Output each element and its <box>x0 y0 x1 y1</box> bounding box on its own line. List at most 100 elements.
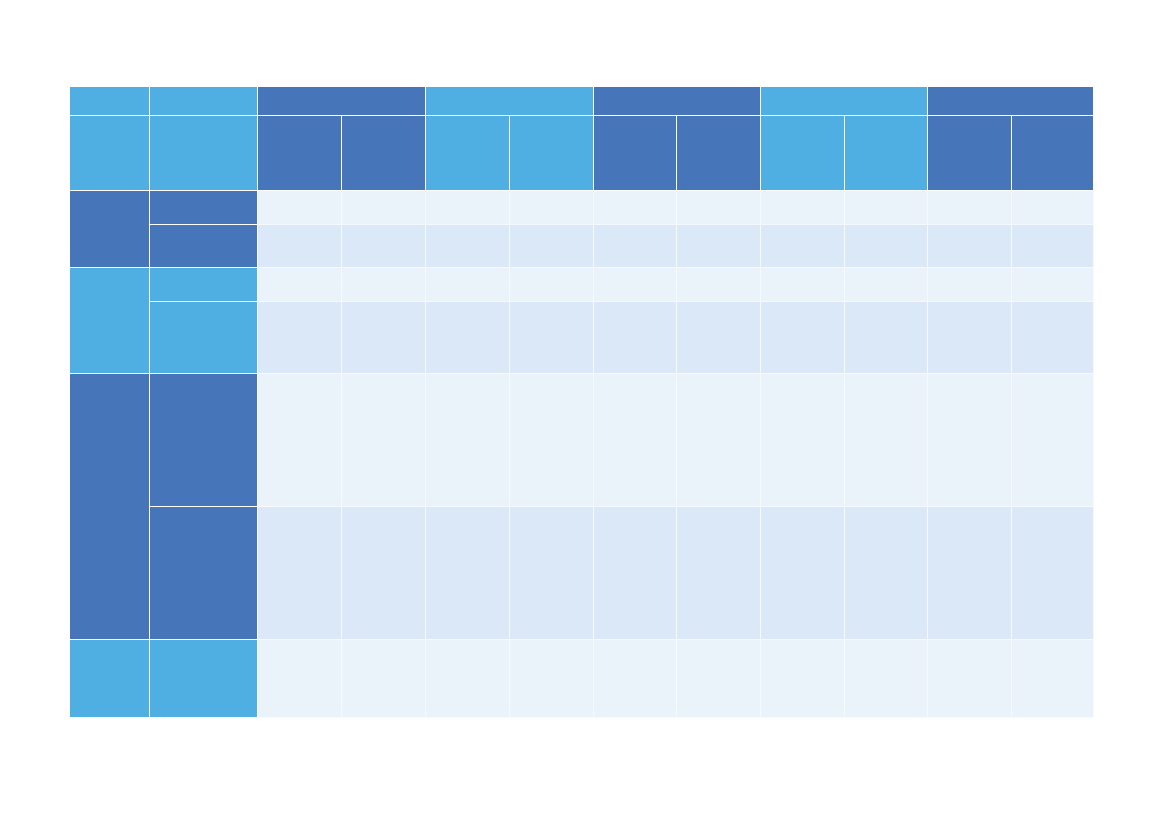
header-cell <box>341 115 426 191</box>
cell <box>509 190 594 225</box>
cell <box>927 224 1012 268</box>
cell <box>593 224 677 268</box>
row-header <box>149 301 258 374</box>
cell <box>676 639 761 718</box>
row <box>70 506 1094 640</box>
cell <box>257 301 342 374</box>
header-cell <box>1011 115 1094 191</box>
header-cell <box>425 115 510 191</box>
cell <box>593 190 677 225</box>
table <box>69 86 1094 718</box>
cell <box>509 373 594 507</box>
cell <box>341 639 426 718</box>
header-cell <box>69 115 150 191</box>
cell <box>1011 373 1094 507</box>
cell <box>927 639 1012 718</box>
cell <box>760 373 845 507</box>
cell <box>676 301 761 374</box>
row <box>69 190 1094 268</box>
cell <box>927 506 1012 640</box>
cell <box>257 267 342 302</box>
cell <box>341 267 426 302</box>
row <box>69 373 1094 640</box>
header-cell <box>149 115 258 191</box>
cell <box>341 224 426 268</box>
cell <box>593 301 677 374</box>
header-row <box>69 86 1094 116</box>
header-cell <box>927 86 1094 116</box>
cell <box>509 639 594 718</box>
row-header <box>149 190 258 225</box>
row <box>69 267 1094 374</box>
cell <box>425 190 510 225</box>
row <box>70 301 1094 374</box>
header-cell <box>760 115 845 191</box>
group-cell <box>69 639 150 718</box>
group-cell <box>69 190 150 268</box>
header-cell <box>593 115 677 191</box>
cell <box>676 267 761 302</box>
cell <box>257 373 342 507</box>
cell <box>927 301 1012 374</box>
header-cell <box>927 115 1012 191</box>
cell <box>341 301 426 374</box>
cell <box>425 506 510 640</box>
cell <box>1011 301 1094 374</box>
row <box>69 639 1094 718</box>
cell <box>341 373 426 507</box>
group-cell <box>69 267 150 374</box>
row-header <box>149 373 258 507</box>
cell <box>509 224 594 268</box>
cell <box>927 373 1012 507</box>
cell <box>257 639 342 718</box>
cell <box>425 301 510 374</box>
header-cell <box>149 86 258 116</box>
header-cell <box>760 86 928 116</box>
cell <box>844 506 928 640</box>
cell <box>425 639 510 718</box>
group-cell <box>69 373 150 640</box>
cell <box>1011 190 1094 225</box>
header-cell <box>257 86 426 116</box>
cell <box>341 190 426 225</box>
cell <box>1011 506 1094 640</box>
cell <box>593 639 677 718</box>
cell <box>509 506 594 640</box>
cell <box>341 506 426 640</box>
header-cell <box>69 86 150 116</box>
cell <box>676 224 761 268</box>
cell <box>257 506 342 640</box>
cell <box>844 224 928 268</box>
cell <box>425 267 510 302</box>
cell <box>760 301 845 374</box>
cell <box>676 190 761 225</box>
cell <box>927 267 1012 302</box>
cell <box>425 224 510 268</box>
header-cell <box>593 86 761 116</box>
cell <box>593 506 677 640</box>
cell <box>844 301 928 374</box>
cell <box>760 224 845 268</box>
cell <box>760 506 845 640</box>
cell <box>425 373 510 507</box>
header-cell <box>257 115 342 191</box>
row-header <box>149 267 258 302</box>
row <box>70 224 1094 268</box>
row-header <box>149 224 258 268</box>
header-row <box>69 115 1094 191</box>
row-header <box>149 639 258 718</box>
cell <box>593 267 677 302</box>
cell <box>1011 267 1094 302</box>
header-cell <box>676 115 761 191</box>
cell <box>257 190 342 225</box>
cell <box>1011 224 1094 268</box>
cell <box>509 267 594 302</box>
cell <box>676 506 761 640</box>
header-cell <box>844 115 928 191</box>
cell <box>676 373 761 507</box>
cell <box>760 190 845 225</box>
cell <box>844 373 928 507</box>
cell <box>509 301 594 374</box>
